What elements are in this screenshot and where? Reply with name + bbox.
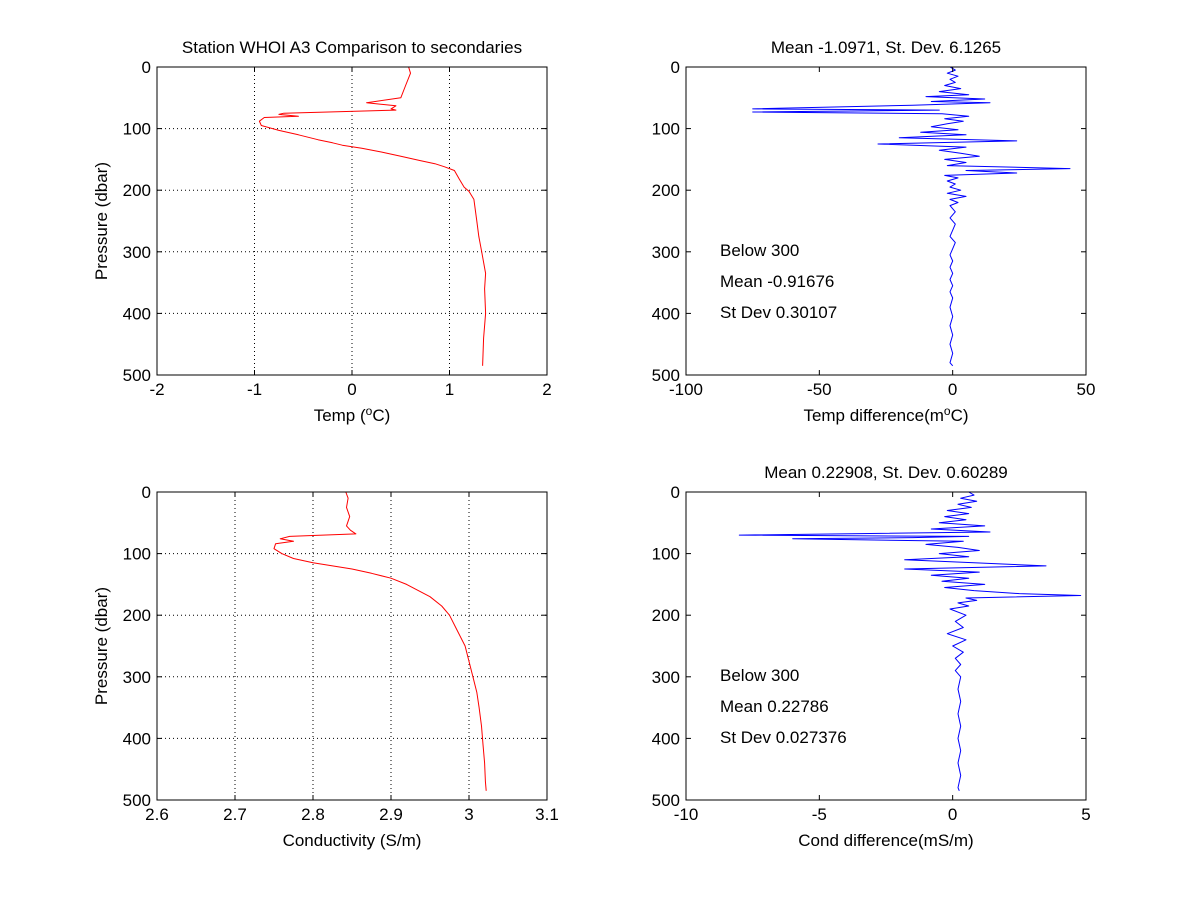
- x-axis-label: Cond difference(mS/m): [798, 831, 973, 850]
- x-tick-label: -10: [674, 805, 699, 824]
- y-tick-label: 0: [142, 483, 151, 502]
- x-axis-label: Temp (oC): [314, 404, 391, 425]
- y-tick-label: 400: [652, 729, 680, 748]
- y-tick-label: 0: [142, 58, 151, 77]
- x-tick-label: 2.9: [379, 805, 403, 824]
- stats-annotation: St Dev 0.027376: [720, 728, 847, 747]
- subplot-title: Mean -1.0971, St. Dev. 6.1265: [771, 38, 1001, 57]
- x-tick-label: -100: [669, 380, 703, 399]
- axes-frame: [685, 491, 1087, 801]
- x-tick-label: 1: [445, 380, 454, 399]
- x-tick-label: -50: [807, 380, 832, 399]
- y-tick-label: 100: [652, 120, 680, 139]
- y-tick-label: 500: [652, 366, 680, 385]
- y-tick-label: 0: [671, 483, 680, 502]
- y-tick-label: 300: [652, 243, 680, 262]
- series-line-1: [752, 66, 1071, 367]
- stats-annotation: St Dev 0.30107: [720, 303, 837, 322]
- subplot-title: Station WHOI A3 Comparison to secondarie…: [182, 38, 522, 57]
- x-tick-label: 50: [1077, 380, 1096, 399]
- x-tick-label: 3: [464, 805, 473, 824]
- axes-frame: [156, 66, 548, 376]
- x-tick-label: 2: [542, 380, 551, 399]
- y-tick-label: 400: [123, 729, 151, 748]
- y-axis-label: Pressure (dbar): [92, 162, 111, 280]
- x-tick-label: 0: [347, 380, 356, 399]
- stats-annotation: Mean -0.91676: [720, 272, 834, 291]
- x-axis-label: Temp difference(moC): [803, 404, 968, 425]
- y-tick-label: 200: [652, 606, 680, 625]
- x-tick-label: 0: [948, 380, 957, 399]
- y-tick-label: 400: [652, 304, 680, 323]
- y-tick-label: 500: [652, 791, 680, 810]
- y-tick-label: 500: [123, 791, 151, 810]
- y-tick-label: 400: [123, 304, 151, 323]
- x-tick-label: 2.8: [301, 805, 325, 824]
- subplot-1: -2 -1 0 1 2 0 100 200 300 400 500 Station WHOI A3 C…: [92, 38, 552, 425]
- y-axis-label: Pressure (dbar): [92, 587, 111, 705]
- x-tick-label: -1: [247, 380, 262, 399]
- x-tick-label: 0: [948, 805, 957, 824]
- subplot-title: Mean 0.22908, St. Dev. 0.60289: [764, 463, 1008, 482]
- y-tick-label: 100: [123, 545, 151, 564]
- y-tick-label: 200: [652, 181, 680, 200]
- x-tick-label: 3.1: [535, 805, 559, 824]
- series-line-1: [738, 491, 1082, 791]
- y-tick-label: 300: [123, 668, 151, 687]
- y-tick-label: 300: [123, 243, 151, 262]
- y-tick-label: 100: [123, 120, 151, 139]
- stats-annotation: Mean 0.22786: [720, 697, 829, 716]
- stats-annotation: Below 300: [720, 241, 799, 260]
- series-line-1: [273, 491, 487, 791]
- x-tick-label: 2.7: [223, 805, 247, 824]
- y-tick-label: 100: [652, 545, 680, 564]
- subplot-3: 2.6 2.7 2.8 2.9 3 3.1 0 100 200 300 400 500 Conducti…: [92, 483, 559, 850]
- y-tick-label: 200: [123, 181, 151, 200]
- x-tick-label: 5: [1081, 805, 1090, 824]
- y-tick-label: 300: [652, 668, 680, 687]
- axes-frame: [156, 491, 548, 801]
- y-tick-label: 500: [123, 366, 151, 385]
- x-tick-label: -5: [812, 805, 827, 824]
- x-tick-label: -2: [149, 380, 164, 399]
- x-tick-label: 2.6: [145, 805, 169, 824]
- stats-annotation: Below 300: [720, 666, 799, 685]
- axes-frame: [685, 66, 1087, 376]
- x-axis-label: Conductivity (S/m): [283, 831, 422, 850]
- series-line-1: [258, 66, 487, 366]
- y-tick-label: 200: [123, 606, 151, 625]
- y-tick-label: 0: [671, 58, 680, 77]
